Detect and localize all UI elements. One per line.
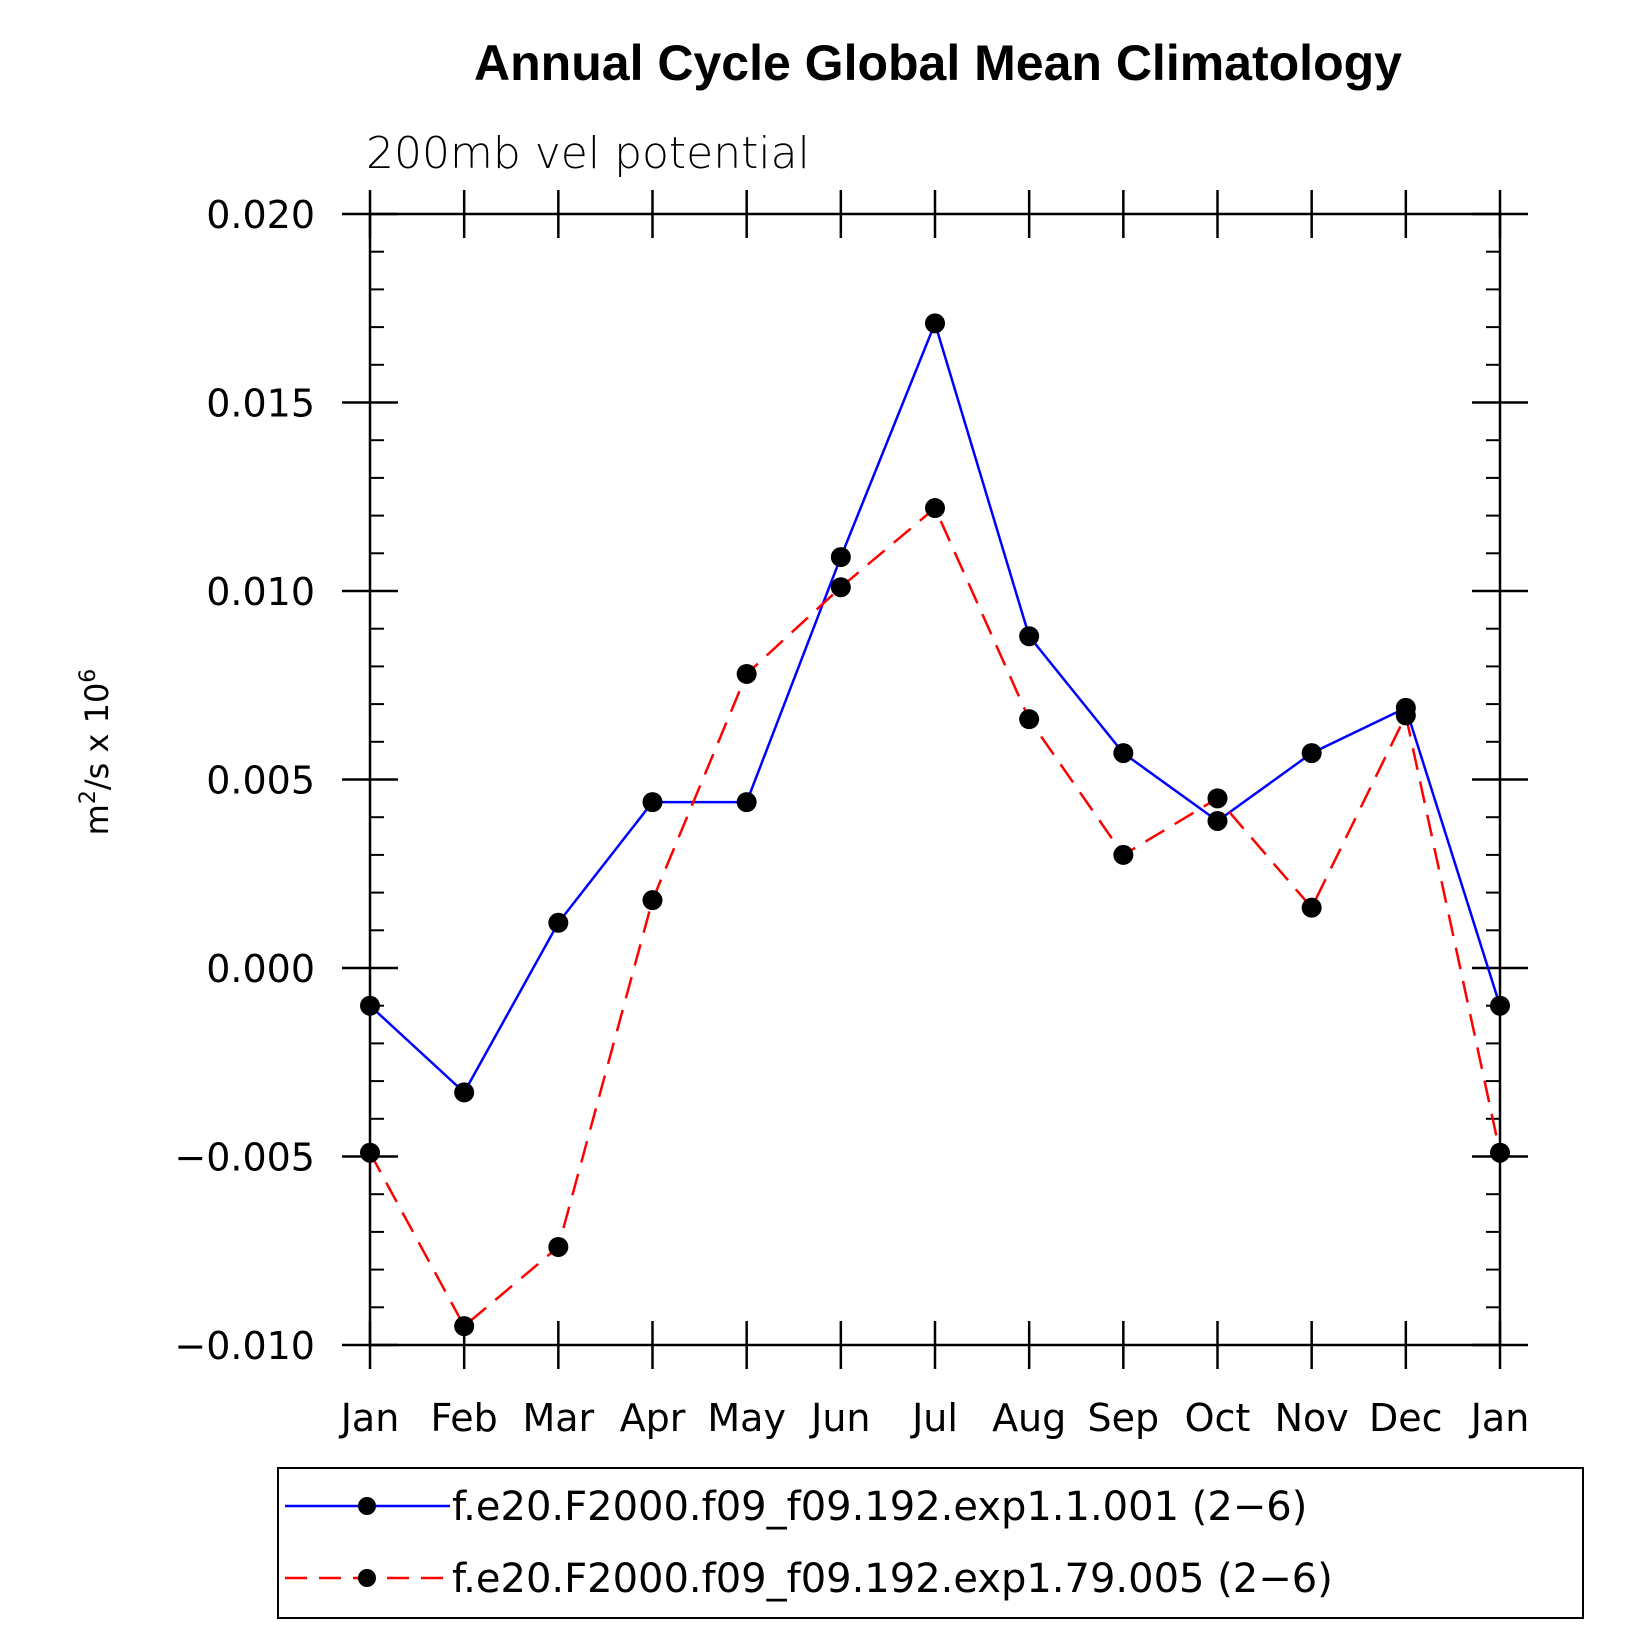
legend-box bbox=[277, 1467, 1584, 1619]
data-point-series-1 bbox=[454, 1082, 475, 1103]
y-tick-label: 0.015 bbox=[206, 382, 315, 426]
data-point-series-1 bbox=[1207, 810, 1228, 831]
data-point-series-1 bbox=[642, 792, 663, 813]
x-tick-label: Dec bbox=[1369, 1396, 1443, 1440]
y-tick-labels: −0.010 −0.005 0.000 0.005 0.010 0.015 0.020 bbox=[174, 193, 315, 1368]
data-point-series-2 bbox=[1490, 1142, 1510, 1163]
x-tick-label: Feb bbox=[431, 1396, 498, 1440]
legend: f.e20.F2000.f09_f09.192.exp1.1.001 (2−6)… bbox=[277, 1467, 1584, 1619]
y-tick-label: 0.000 bbox=[206, 947, 315, 991]
y-tick-label: 0.005 bbox=[206, 759, 315, 803]
series-layer bbox=[360, 313, 1510, 1337]
legend-label-series-2: f.e20.F2000.f09_f09.192.exp1.79.005 (2−6… bbox=[452, 1556, 1333, 1602]
x-tick-label: Sep bbox=[1088, 1396, 1160, 1440]
data-point-series-1 bbox=[736, 792, 757, 813]
legend-marker-series-2 bbox=[358, 1569, 376, 1587]
data-point-series-2 bbox=[830, 577, 851, 598]
x-tick-label: Oct bbox=[1185, 1396, 1251, 1440]
data-point-series-1 bbox=[548, 912, 569, 933]
y-tick-label: 0.020 bbox=[206, 193, 315, 237]
data-point-series-1 bbox=[1113, 743, 1134, 764]
x-tick-label: Aug bbox=[992, 1396, 1066, 1440]
y-tick-label: −0.005 bbox=[174, 1136, 315, 1180]
data-point-series-2 bbox=[360, 1142, 380, 1163]
chart-title: Annual Cycle Global Mean Climatology bbox=[474, 35, 1402, 91]
y-tick-label: 0.010 bbox=[206, 570, 315, 614]
data-point-series-2 bbox=[548, 1236, 569, 1257]
x-tick-labels: Jan Feb Mar Apr May Jun Jul Aug Sep Oct Nov Dec Jan bbox=[339, 1396, 1530, 1440]
legend-marker-series-1 bbox=[358, 1497, 376, 1515]
series-line-2 bbox=[368, 506, 1502, 1329]
x-tick-label: Apr bbox=[620, 1396, 686, 1440]
data-point-series-2 bbox=[454, 1316, 475, 1337]
data-point-series-1 bbox=[1019, 626, 1040, 647]
data-point-series-2 bbox=[1207, 788, 1228, 809]
data-point-series-2 bbox=[736, 663, 757, 684]
y-tick-label: −0.010 bbox=[174, 1324, 315, 1368]
data-point-series-2 bbox=[1019, 709, 1040, 730]
data-point-series-1 bbox=[925, 313, 945, 334]
x-tick-label: Jul bbox=[910, 1396, 958, 1440]
x-tick-label: Mar bbox=[522, 1396, 594, 1440]
data-point-series-2 bbox=[925, 498, 945, 519]
x-tick-label: May bbox=[707, 1396, 786, 1440]
x-tick-label: Nov bbox=[1275, 1396, 1349, 1440]
data-point-series-2 bbox=[1113, 844, 1134, 865]
plot-frame bbox=[368, 212, 1502, 1347]
axes bbox=[342, 190, 1528, 1369]
data-point-series-1 bbox=[830, 547, 851, 568]
data-point-series-2 bbox=[642, 890, 663, 911]
data-point-series-2 bbox=[1301, 897, 1322, 918]
y-axis-label: m2/s x 106 bbox=[76, 669, 116, 836]
x-tick-label: Jan bbox=[339, 1396, 400, 1440]
x-tick-label: Jun bbox=[809, 1396, 870, 1440]
data-point-series-2 bbox=[1395, 705, 1416, 726]
chart-subtitle: 200mb vel potential bbox=[366, 128, 810, 179]
x-tick-label: Jan bbox=[1469, 1396, 1530, 1440]
data-point-series-1 bbox=[1301, 743, 1322, 764]
series-line-1 bbox=[369, 319, 1502, 1095]
data-point-series-1 bbox=[360, 995, 380, 1016]
legend-label-series-1: f.e20.F2000.f09_f09.192.exp1.1.001 (2−6) bbox=[452, 1484, 1307, 1530]
data-point-series-1 bbox=[1490, 995, 1510, 1016]
